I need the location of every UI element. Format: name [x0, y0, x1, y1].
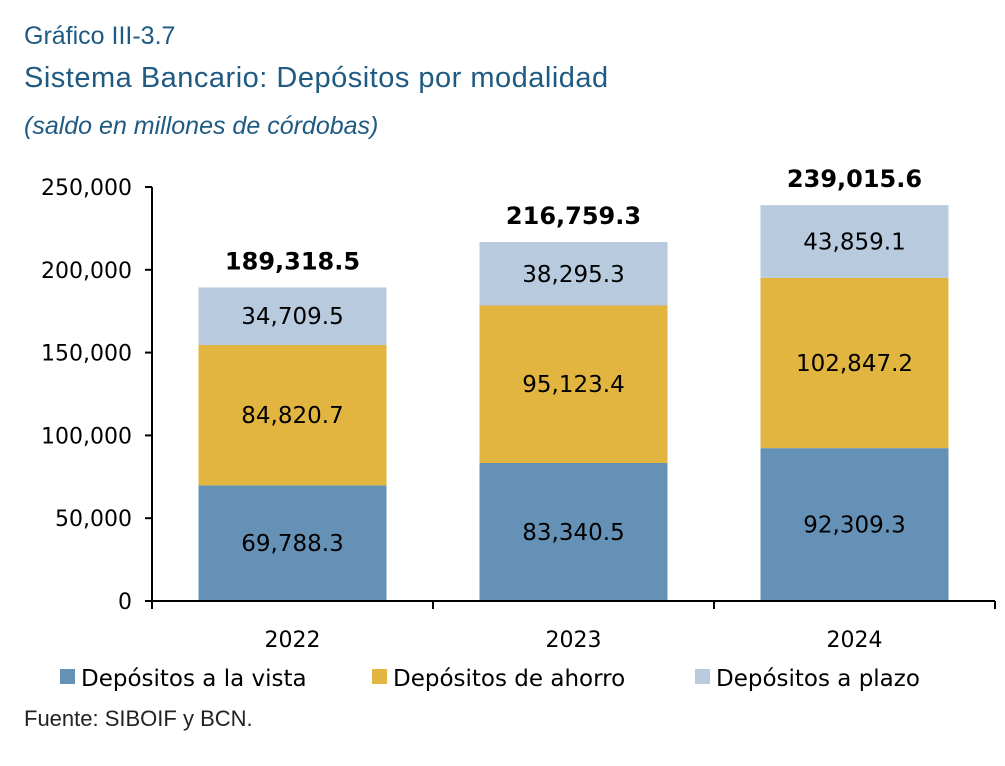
legend-label: Depósitos a la vista [81, 666, 307, 692]
data-label: 92,309.3 [803, 513, 905, 539]
data-label: 95,123.4 [522, 372, 624, 398]
data-label: 102,847.2 [796, 351, 913, 377]
data-label: 43,859.1 [803, 230, 905, 256]
bar-segment [760, 448, 949, 601]
figure-number: Gráfico III-3.7 [24, 22, 176, 50]
x-tick-label: 2022 [265, 628, 321, 653]
x-tick-label: 2024 [827, 628, 883, 653]
y-tick-label: 250,000 [41, 176, 132, 201]
x-tick-label: 2023 [546, 628, 602, 653]
bar-segment [198, 287, 387, 345]
data-label: 84,820.7 [241, 403, 343, 429]
bar-segment [479, 242, 668, 306]
chart-subtitle: (saldo en millones de córdobas) [24, 112, 379, 140]
legend-label: Depósitos a plazo [716, 666, 920, 692]
y-tick-label: 50,000 [55, 507, 132, 532]
bar-segment [760, 205, 949, 278]
total-label: 216,759.3 [506, 202, 641, 230]
bar-segment [760, 277, 949, 449]
legend-swatch [60, 669, 75, 684]
y-tick-label: 100,000 [41, 424, 132, 449]
legend-swatch [372, 669, 387, 684]
legend-label: Depósitos de ahorro [393, 666, 625, 692]
stacked-bar-chart: 69,788.3 84,820.7 34,709.5 189,318.5 2022 83,… [41, 165, 996, 692]
chart-title: Sistema Bancario: Depósitos por modalida… [24, 62, 609, 94]
legend-swatch [695, 669, 710, 684]
data-label: 69,788.3 [241, 531, 343, 557]
y-tick-label: 200,000 [41, 259, 132, 284]
y-tick-label: 150,000 [41, 342, 132, 367]
data-label: 34,709.5 [241, 304, 343, 330]
total-label: 239,015.6 [787, 165, 922, 193]
data-label: 83,340.5 [522, 520, 624, 546]
data-label: 38,295.3 [522, 262, 624, 288]
total-label: 189,318.5 [225, 247, 360, 275]
y-tick-label: 0 [118, 590, 132, 615]
bar-segment [479, 305, 668, 463]
bar-segment [198, 344, 387, 486]
source-note: Fuente: SIBOIF y BCN. [24, 706, 253, 731]
bar-segment [479, 462, 668, 601]
bar-segment [198, 485, 387, 601]
